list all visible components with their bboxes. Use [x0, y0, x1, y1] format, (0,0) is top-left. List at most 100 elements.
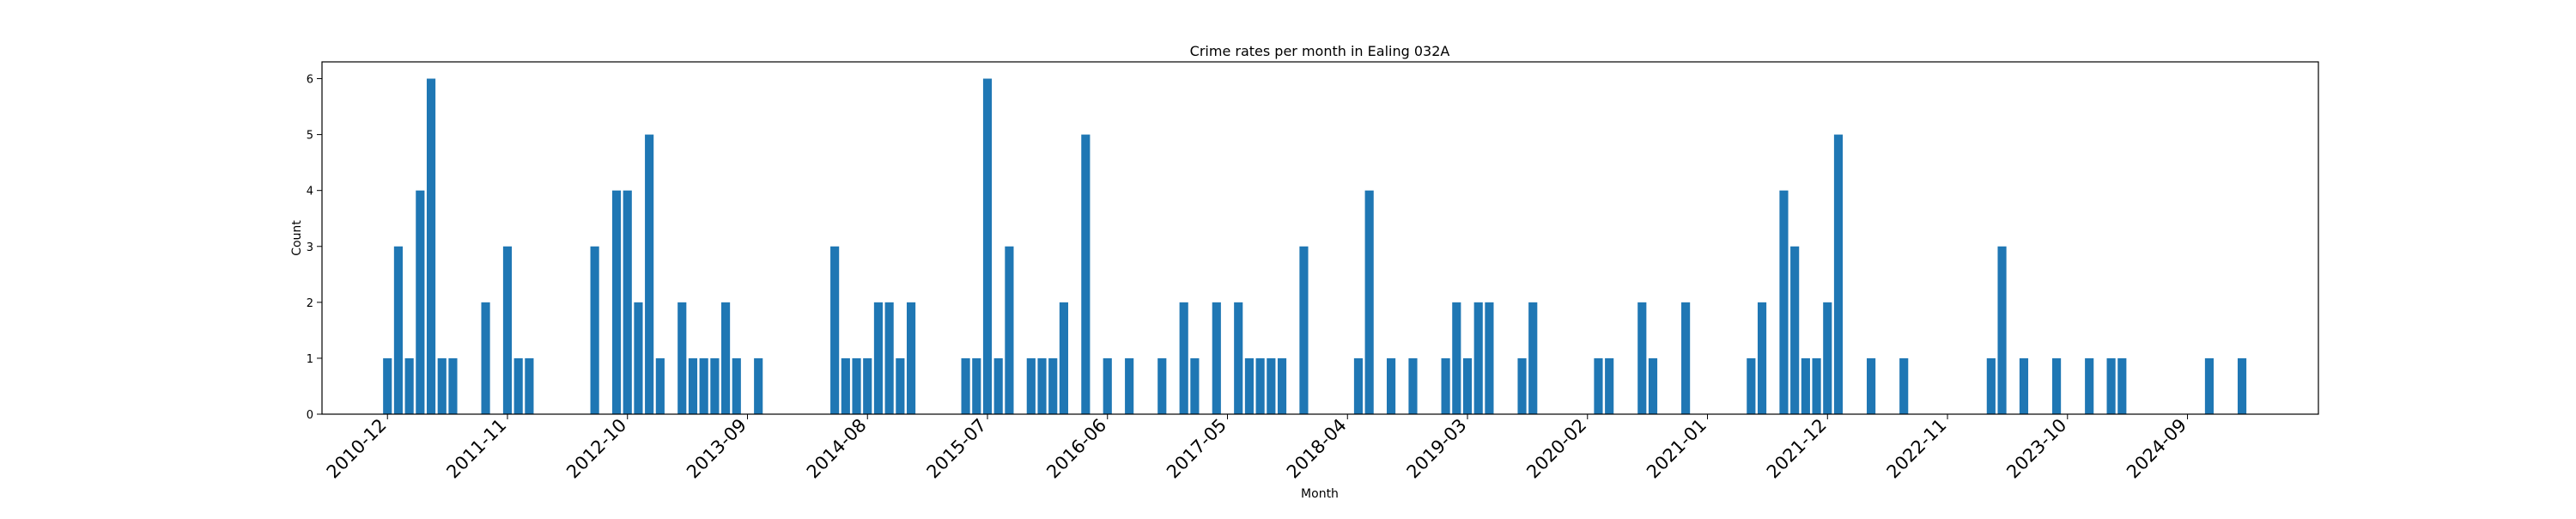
bar-2021-05 [1747, 357, 1756, 414]
y-tick-label: 3 [307, 241, 313, 254]
bar-2021-11 [1812, 357, 1821, 414]
bar-2011-01 [393, 246, 404, 414]
bar-2017-04 [1212, 302, 1221, 414]
bar-2013-03 [677, 302, 687, 414]
bar-2023-06 [2019, 357, 2029, 414]
bar-2012-01 [525, 357, 534, 414]
bar-2022-07 [1899, 357, 1909, 414]
bar-2024-11 [2204, 357, 2215, 414]
bar-2013-05 [699, 357, 708, 414]
bar-2017-02 [1190, 357, 1200, 414]
bar-2020-07 [1637, 302, 1647, 414]
bar-2017-09 [1267, 357, 1276, 414]
bar-2013-06 [710, 357, 720, 414]
bar-2014-05 [830, 246, 840, 414]
bar-2020-04 [1605, 357, 1614, 414]
bar-2017-10 [1277, 357, 1287, 414]
bar-2011-06 [448, 357, 458, 414]
bar-2012-12 [645, 134, 654, 414]
axes-frame [321, 61, 2319, 415]
bar-2023-03 [1986, 357, 1996, 414]
bar-2014-09 [873, 302, 884, 414]
bar-2016-06 [1103, 357, 1112, 414]
bar-2023-04 [1997, 246, 2007, 414]
bar-2013-10 [754, 357, 763, 414]
bar-2015-09 [1005, 246, 1014, 414]
bar-2022-01 [1833, 134, 1844, 414]
bar-2018-10 [1408, 357, 1418, 414]
bar-2022-04 [1867, 357, 1876, 414]
y-tick-label: 4 [307, 186, 313, 198]
bar-2014-11 [896, 357, 905, 414]
bar-2013-01 [655, 357, 665, 414]
bar-2016-11 [1157, 357, 1167, 414]
bar-2023-12 [2085, 357, 2094, 414]
bar-2014-10 [884, 302, 894, 414]
chart-title: Crime rates per month in Ealing 032A [1190, 43, 1450, 59]
y-tick-label: 5 [307, 130, 313, 143]
bar-2016-02 [1059, 302, 1069, 414]
bar-2014-08 [863, 357, 872, 414]
bar-2025-02 [2237, 357, 2247, 414]
bar-2011-03 [416, 190, 425, 414]
bar-2019-01 [1441, 357, 1450, 414]
bar-2019-05 [1485, 302, 1494, 414]
y-tick-label: 6 [307, 74, 313, 87]
bar-2019-02 [1452, 302, 1461, 414]
bar-2011-09 [481, 302, 490, 414]
bar-2018-05 [1353, 357, 1364, 414]
bar-2011-04 [426, 78, 436, 415]
y-axis-label: Count [290, 220, 304, 256]
y-tick-label: 0 [307, 409, 313, 422]
bar-2019-09 [1528, 302, 1538, 414]
bar-2017-06 [1234, 302, 1243, 414]
bar-2013-08 [732, 357, 741, 414]
bar-2021-12 [1823, 302, 1832, 414]
bar-2016-04 [1081, 134, 1091, 414]
bar-2011-11 [502, 246, 513, 414]
bar-2015-08 [993, 357, 1003, 414]
bar-2015-06 [972, 357, 981, 414]
bars-group [383, 78, 2247, 415]
bar-2011-05 [437, 357, 447, 414]
y-axis-ticks: 0 1 2 3 4 5 6 [307, 74, 322, 422]
bar-2014-07 [852, 357, 861, 414]
bar-2017-12 [1299, 246, 1309, 414]
bar-2010-12 [383, 357, 392, 414]
bar-2024-03 [2117, 357, 2127, 414]
bar-2019-03 [1462, 357, 1473, 414]
bar-2015-11 [1026, 357, 1036, 414]
bar-2017-08 [1255, 357, 1265, 414]
bar-2012-09 [611, 190, 622, 414]
bar-2021-10 [1801, 357, 1810, 414]
bar-2012-11 [634, 302, 643, 414]
bar-2018-08 [1387, 357, 1396, 414]
bar-2016-01 [1048, 357, 1058, 414]
bar-2015-12 [1037, 357, 1047, 414]
bar-2014-12 [906, 302, 916, 414]
bar-2011-02 [404, 357, 414, 414]
bar-2021-08 [1779, 190, 1789, 414]
bar-2020-03 [1594, 357, 1603, 414]
bar-2019-04 [1473, 302, 1483, 414]
bar-2021-09 [1790, 246, 1800, 414]
bar-2014-06 [841, 357, 850, 414]
bar-2023-09 [2052, 357, 2062, 414]
bar-2019-08 [1517, 357, 1527, 414]
bar-2018-06 [1364, 190, 1374, 414]
bar-2013-07 [721, 302, 731, 414]
bar-2024-02 [2106, 357, 2116, 414]
bar-2015-05 [961, 357, 970, 414]
bar-2020-08 [1648, 357, 1658, 414]
y-tick-label: 2 [307, 297, 313, 310]
bar-2017-01 [1179, 302, 1188, 414]
bar-2016-08 [1125, 357, 1134, 414]
x-axis-label: Month [1301, 487, 1339, 501]
bar-2021-06 [1757, 302, 1767, 414]
bar-2015-07 [982, 78, 993, 415]
bar-2020-11 [1681, 302, 1691, 414]
y-tick-label: 1 [307, 353, 313, 366]
